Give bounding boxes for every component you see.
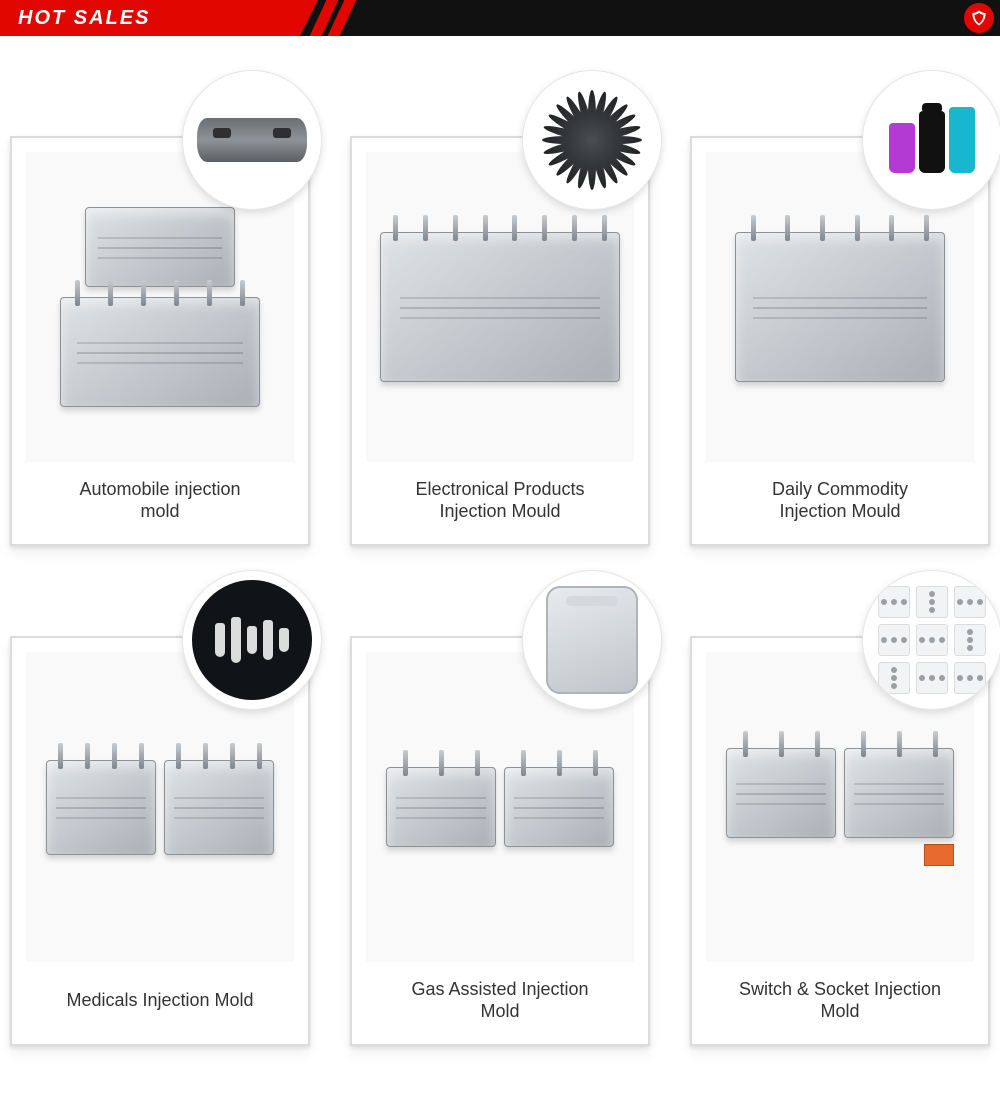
mold-part-icon — [726, 748, 954, 838]
product-card-gas-assisted[interactable]: Gas Assisted Injection Mold — [350, 586, 650, 1056]
caption-line: Electronical Products — [415, 479, 584, 499]
caption-line: Automobile injection — [79, 479, 240, 499]
section-header: HOT SALES — [0, 0, 1000, 36]
card-caption: Medicals Injection Mold — [26, 970, 294, 1030]
header-slash-decor — [318, 0, 348, 36]
bumper-icon — [197, 118, 307, 162]
caption-line: Gas Assisted Injection — [411, 979, 588, 999]
mold-part-icon — [46, 760, 274, 855]
mold-part-icon — [60, 297, 260, 407]
card-caption: Gas Assisted Injection Mold — [366, 970, 634, 1030]
mold-part-icon — [386, 767, 614, 847]
card-bubble — [522, 70, 662, 210]
card-caption: Switch & Socket Injection Mold — [706, 970, 974, 1030]
caption-line: Medicals Injection Mold — [66, 990, 253, 1010]
caption-line: Mold — [480, 1001, 519, 1021]
phone-plate-icon — [546, 586, 638, 694]
product-card-daily-commodity[interactable]: Daily Commodity Injection Mould — [690, 86, 990, 556]
switch-grid-icon — [878, 586, 986, 694]
accent-box-icon — [924, 844, 954, 866]
card-bubble — [522, 570, 662, 710]
product-card-electronical[interactable]: Electronical Products Injection Mould — [350, 86, 650, 556]
caption-line: Injection Mould — [779, 501, 900, 521]
brand-logo-icon — [964, 3, 994, 33]
mold-part-icon — [735, 232, 945, 382]
mold-part-icon — [380, 232, 620, 382]
card-caption: Daily Commodity Injection Mould — [706, 470, 974, 530]
card-bubble — [862, 570, 1000, 710]
mold-part-icon — [85, 207, 235, 287]
medical-vials-icon — [192, 580, 312, 700]
caption-line: Daily Commodity — [772, 479, 908, 499]
caption-line: Injection Mould — [439, 501, 560, 521]
caption-line: Mold — [820, 1001, 859, 1021]
card-bubble — [182, 70, 322, 210]
caption-line: mold — [140, 501, 179, 521]
card-caption: Electronical Products Injection Mould — [366, 470, 634, 530]
section-title: HOT SALES — [18, 0, 150, 36]
fan-icon — [537, 85, 647, 195]
product-grid: Automobile injection mold Electronical P… — [0, 36, 1000, 1096]
card-bubble — [182, 570, 322, 710]
product-card-automobile[interactable]: Automobile injection mold — [10, 86, 310, 556]
caption-line: Switch & Socket Injection — [739, 979, 941, 999]
card-bubble — [862, 70, 1000, 210]
card-caption: Automobile injection mold — [26, 470, 294, 530]
product-card-medicals[interactable]: Medicals Injection Mold — [10, 586, 310, 1056]
cups-icon — [889, 107, 975, 173]
product-card-switch-socket[interactable]: Switch & Socket Injection Mold — [690, 586, 990, 1056]
